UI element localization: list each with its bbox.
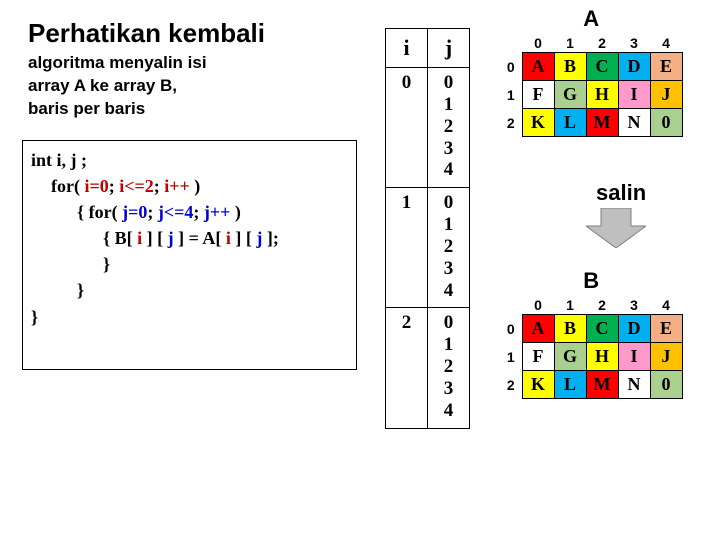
- ij-i-cell: 0: [386, 68, 428, 188]
- ij-j-cell: 0 1 2 3 4: [428, 308, 470, 428]
- array-cell: M: [586, 109, 618, 137]
- col-header: 3: [618, 296, 650, 315]
- array-b-wrap: B 012340ABCDE1FGHIJ2KLMN0: [500, 268, 683, 399]
- ij-j-cell: 0 1 2 3 4: [428, 68, 470, 188]
- array-cell: E: [650, 53, 682, 81]
- array-cell: K: [522, 109, 554, 137]
- col-header: 4: [650, 296, 682, 315]
- code-block: int i, j ; for( i=0; i<=2; i++ ) { for( …: [22, 140, 357, 370]
- array-cell: B: [554, 315, 586, 343]
- code-l4g: ] [: [231, 228, 257, 248]
- array-cell: F: [522, 343, 554, 371]
- row-header: 2: [500, 109, 522, 137]
- ij-i-cell: 1: [386, 188, 428, 308]
- array-cell: 0: [650, 371, 682, 399]
- subtitle-l3: baris per baris: [28, 99, 145, 118]
- ij-i-cell: 2: [386, 308, 428, 428]
- array-cell: C: [586, 53, 618, 81]
- array-cell: J: [650, 81, 682, 109]
- subtitle-l1: algoritma menyalin isi: [28, 53, 207, 72]
- salin-label: salin: [596, 180, 646, 206]
- row-header: 1: [500, 343, 522, 371]
- array-cell: D: [618, 53, 650, 81]
- col-header: 3: [618, 34, 650, 53]
- ij-head-j: j: [428, 29, 470, 68]
- array-cell: G: [554, 81, 586, 109]
- array-cell: G: [554, 343, 586, 371]
- code-l3d: j<=4: [158, 202, 194, 222]
- code-l3f: j++: [204, 202, 231, 222]
- ij-j-cell: 0 1 2 3 4: [428, 188, 470, 308]
- subtitle-l2: array A ke array B,: [28, 76, 177, 95]
- array-table: 012340ABCDE1FGHIJ2KLMN0: [500, 34, 683, 137]
- code-l6: }: [77, 280, 84, 300]
- code-l4c: ] [: [142, 228, 168, 248]
- array-cell: A: [522, 53, 554, 81]
- array-cell: I: [618, 81, 650, 109]
- col-header: 1: [554, 34, 586, 53]
- array-cell: N: [618, 371, 650, 399]
- array-cell: N: [618, 109, 650, 137]
- array-table: 012340ABCDE1FGHIJ2KLMN0: [500, 296, 683, 399]
- array-cell: H: [586, 343, 618, 371]
- ij-head-i: i: [386, 29, 428, 68]
- array-cell: C: [586, 315, 618, 343]
- code-l2c: ;: [109, 176, 120, 196]
- array-cell: H: [586, 81, 618, 109]
- array-b-label: B: [500, 268, 683, 294]
- array-cell: L: [554, 109, 586, 137]
- code-l1: int i, j ;: [31, 150, 87, 170]
- code-l3b: j=0: [122, 202, 147, 222]
- code-l2f: i++: [164, 176, 190, 196]
- down-arrow-icon: [586, 208, 646, 248]
- row-header: 0: [500, 315, 522, 343]
- array-cell: K: [522, 371, 554, 399]
- array-cell: F: [522, 81, 554, 109]
- code-l5: }: [103, 254, 110, 274]
- code-l2e: ;: [154, 176, 165, 196]
- code-l4i: ];: [262, 228, 279, 248]
- array-cell: A: [522, 315, 554, 343]
- array-cell: D: [618, 315, 650, 343]
- row-header: 1: [500, 81, 522, 109]
- row-header: 0: [500, 53, 522, 81]
- col-header: 4: [650, 34, 682, 53]
- col-header: 2: [586, 296, 618, 315]
- array-cell: M: [586, 371, 618, 399]
- col-header: 2: [586, 34, 618, 53]
- array-cell: E: [650, 315, 682, 343]
- array-cell: L: [554, 371, 586, 399]
- col-header: 0: [522, 34, 554, 53]
- code-l2b: i=0: [84, 176, 108, 196]
- subtitle: algoritma menyalin isi array A ke array …: [28, 52, 298, 121]
- code-l2a: for(: [51, 176, 84, 196]
- page-title: Perhatikan kembali: [28, 18, 265, 49]
- code-l3a: { for(: [77, 202, 122, 222]
- col-header: 0: [522, 296, 554, 315]
- array-a-label: A: [500, 6, 683, 32]
- array-cell: 0: [650, 109, 682, 137]
- array-cell: J: [650, 343, 682, 371]
- code-l2g: ): [190, 176, 201, 196]
- code-l3g: ): [230, 202, 241, 222]
- ij-table: i j 00 1 2 3 410 1 2 3 420 1 2 3 4: [385, 28, 470, 429]
- array-a-wrap: A 012340ABCDE1FGHIJ2KLMN0: [500, 6, 683, 137]
- col-header: 1: [554, 296, 586, 315]
- array-cell: I: [618, 343, 650, 371]
- array-cell: B: [554, 53, 586, 81]
- row-header: 2: [500, 371, 522, 399]
- code-l3e: ;: [193, 202, 204, 222]
- code-l2d: i<=2: [119, 176, 154, 196]
- code-l4a: { B[: [103, 228, 137, 248]
- code-l7: }: [31, 307, 38, 327]
- code-l3c: ;: [147, 202, 158, 222]
- code-l4e: ] = A[: [174, 228, 226, 248]
